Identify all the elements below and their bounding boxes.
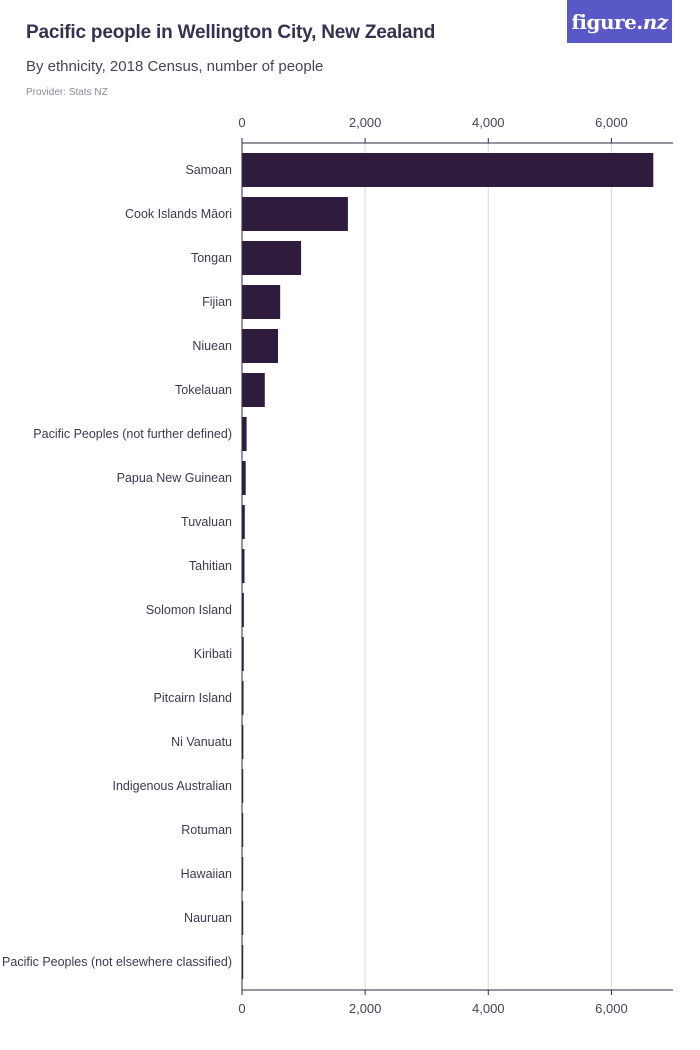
category-label: Papua New Guinean: [117, 471, 232, 485]
bar[interactable]: [242, 813, 244, 847]
bar[interactable]: [242, 901, 244, 935]
bar[interactable]: [242, 461, 246, 495]
x-tick-label-bottom: 2,000: [349, 1001, 382, 1016]
category-label: Fijian: [202, 295, 232, 309]
bar[interactable]: [242, 153, 654, 187]
chart-title: Pacific people in Wellington City, New Z…: [26, 22, 436, 43]
category-label: Pitcairn Island: [153, 691, 232, 705]
bars: [242, 153, 654, 979]
x-tick-label-top: 0: [238, 115, 245, 130]
category-label: Tokelauan: [175, 383, 232, 397]
category-label: Kiribati: [194, 647, 232, 661]
logo-text: figure.: [571, 9, 643, 34]
category-label: Pacific Peoples (not elsewhere classifie…: [2, 955, 232, 969]
logo-suffix: nz: [642, 9, 668, 34]
bar[interactable]: [242, 549, 245, 583]
category-label: Samoan: [185, 163, 232, 177]
bar[interactable]: [242, 197, 348, 231]
bar[interactable]: [242, 769, 244, 803]
category-label: Nauruan: [184, 911, 232, 925]
x-tick-label-bottom: 4,000: [472, 1001, 505, 1016]
bar[interactable]: [242, 593, 244, 627]
x-tick-label-top: 4,000: [472, 115, 505, 130]
gridlines: [364, 143, 612, 990]
bar[interactable]: [242, 637, 244, 671]
bar[interactable]: [242, 505, 245, 539]
bar[interactable]: [242, 417, 247, 451]
x-tick-label-top: 2,000: [349, 115, 382, 130]
axes: 0 0 2,000 2,000 4,000 4,000 6,000 6,000: [238, 115, 673, 1016]
category-label: Hawaiian: [181, 867, 232, 881]
bar[interactable]: [242, 681, 244, 715]
category-label: Indigenous Australian: [112, 779, 232, 793]
category-label: Cook Islands Māori: [125, 207, 232, 221]
category-labels: Samoan Cook Islands Māori Tongan Fijian Niue…: [2, 163, 232, 969]
bar[interactable]: [242, 725, 244, 759]
bar[interactable]: [242, 241, 302, 275]
data-provider: Provider: Stats NZ: [26, 87, 108, 98]
x-tick-label-top: 6,000: [595, 115, 628, 130]
chart-subtitle: By ethnicity, 2018 Census, number of peo…: [26, 58, 324, 75]
x-tick-label-bottom: 6,000: [595, 1001, 628, 1016]
category-label: Tahitian: [189, 559, 232, 573]
category-label: Solomon Island: [146, 603, 232, 617]
x-tick-label-bottom: 0: [238, 1001, 245, 1016]
category-label: Niuean: [192, 339, 232, 353]
bar[interactable]: [242, 373, 265, 407]
category-label: Tongan: [191, 251, 232, 265]
figure-nz-logo[interactable]: figure. nz: [567, 0, 672, 43]
category-label: Pacific Peoples (not further defined): [33, 427, 232, 441]
category-label: Rotuman: [181, 823, 232, 837]
bar[interactable]: [242, 857, 244, 891]
category-label: Tuvaluan: [181, 515, 232, 529]
bar[interactable]: [242, 945, 244, 979]
category-label: Ni Vanuatu: [171, 735, 232, 749]
bar[interactable]: [242, 285, 281, 319]
bar[interactable]: [242, 329, 279, 363]
